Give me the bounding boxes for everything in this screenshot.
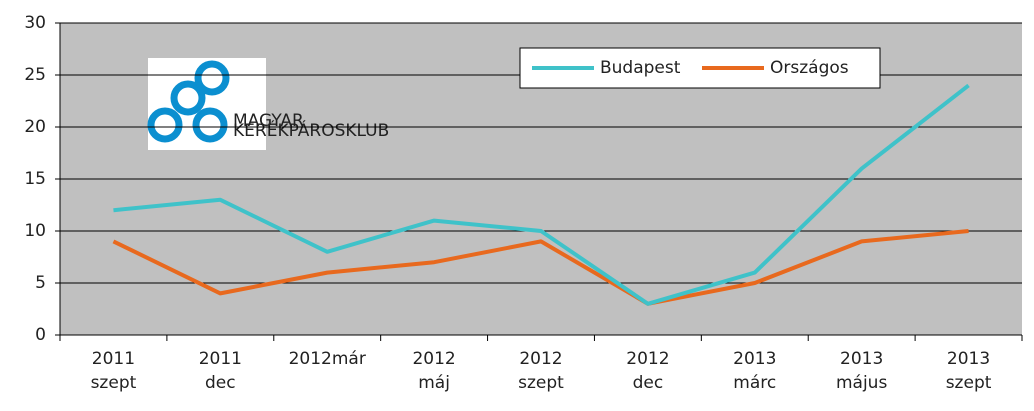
x-tick-label: 2011 szept — [91, 349, 137, 393]
logo-text: MAGYAR — [233, 111, 304, 131]
x-tick-label: 2012már — [289, 349, 366, 369]
series-line — [112, 229, 969, 306]
y-tick-label: 30 — [24, 13, 46, 33]
x-tick-label: 2013 május — [836, 349, 887, 393]
y-tick-label: 10 — [24, 221, 46, 241]
legend-label: Országos — [770, 58, 849, 78]
x-tick-label: 2012 dec — [626, 349, 669, 393]
y-tick-label: 0 — [35, 325, 46, 345]
x-tick-label: 2012 szept — [518, 349, 564, 393]
y-tick-label: 20 — [24, 117, 46, 137]
series-line — [113, 83, 970, 306]
y-tick-label: 25 — [24, 65, 46, 85]
logo-text: KERÉKPÁROSKLUB — [233, 119, 389, 141]
legend-label: Budapest — [600, 58, 681, 78]
logo-box — [148, 58, 266, 150]
logo-ring — [194, 60, 230, 96]
logo-ring — [192, 107, 228, 143]
x-tick-label: 2013 márc — [733, 349, 776, 393]
y-tick-label: 5 — [35, 273, 46, 293]
y-tick-label: 15 — [24, 169, 46, 189]
x-tick-label: 2013 szept — [946, 349, 992, 393]
logo-ring — [170, 80, 206, 116]
x-tick-label: 2011 dec — [199, 349, 242, 393]
x-tick-label: 2012 máj — [412, 349, 455, 393]
logo-ring — [147, 107, 183, 143]
